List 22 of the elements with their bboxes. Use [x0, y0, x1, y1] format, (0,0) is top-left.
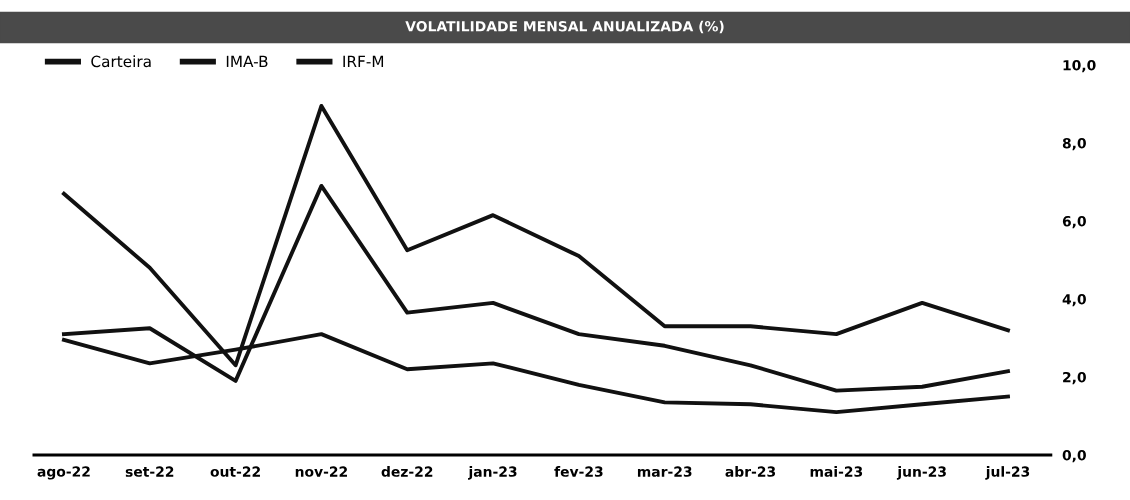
- y-tick-label: 6,0: [1062, 215, 1086, 229]
- y-tick-label: 10,0: [1063, 59, 1096, 73]
- x-tick-label: ago-22: [37, 466, 90, 480]
- x-tick-label: out-22: [210, 466, 260, 477]
- x-tick-label: jan-23: [468, 466, 517, 480]
- x-tick-label: set-22: [125, 466, 174, 477]
- legend-label: Carteira: [91, 55, 151, 68]
- x-tick-label: fev-23: [554, 466, 603, 477]
- y-tick-label: 0,0: [1062, 449, 1086, 463]
- x-tick-label: mar-23: [637, 466, 692, 477]
- legend-label: IMA-B: [226, 55, 268, 67]
- x-tick-label: abr-23: [725, 466, 776, 477]
- x-tick-label: nov-22: [295, 466, 347, 477]
- chart-title: VOLATILIDADE MENSAL ANUALIZADA (%): [405, 20, 724, 34]
- y-tick-label: 8,0: [1062, 137, 1086, 151]
- x-tick-label: mai-23: [810, 466, 863, 477]
- y-tick-label: 4,0: [1062, 293, 1086, 307]
- x-tick-label: jul-23: [985, 466, 1030, 480]
- legend-label: IRF-M: [343, 55, 384, 67]
- x-tick-label: jun-23: [896, 466, 946, 480]
- y-tick-label: 2,0: [1063, 371, 1086, 385]
- x-tick-label: dez-22: [381, 466, 433, 477]
